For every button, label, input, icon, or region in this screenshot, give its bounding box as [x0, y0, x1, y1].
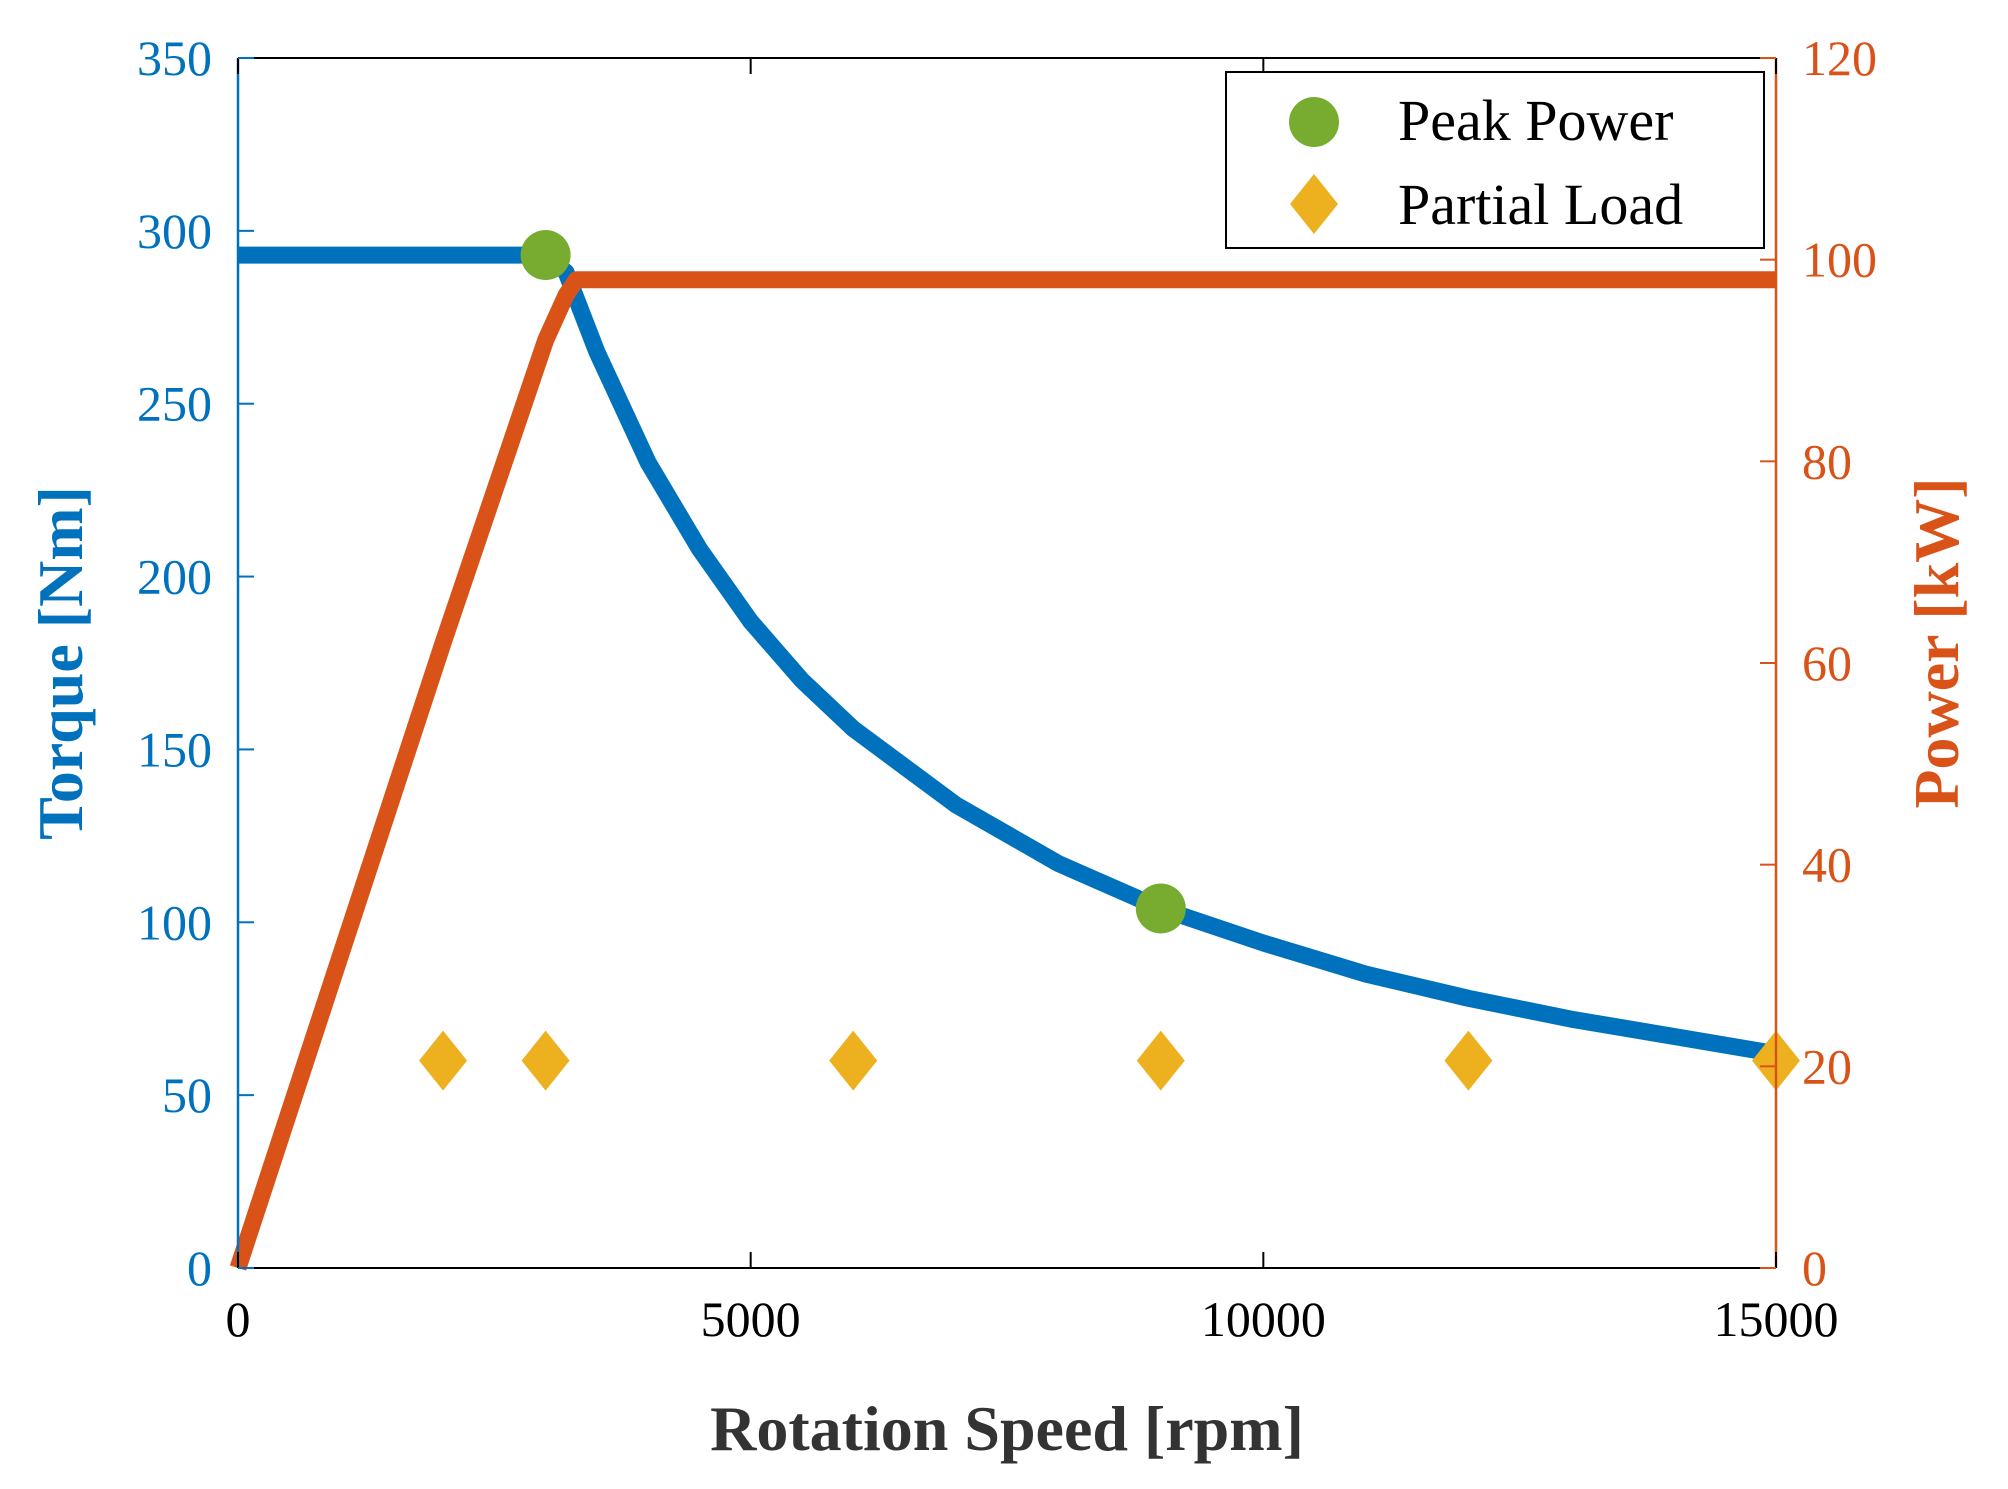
partial-load-marker	[829, 1030, 878, 1091]
x-tick-label: 5000	[701, 1291, 801, 1347]
y-left-tick-label: 250	[137, 376, 212, 432]
partial-load-marker	[1444, 1030, 1493, 1091]
y-left-tick-label: 200	[137, 549, 212, 605]
x-axis-label: Rotation Speed [rpm]	[710, 1393, 1304, 1464]
legend-label-peak-power: Peak Power	[1398, 88, 1673, 153]
x-tick-label: 0	[226, 1291, 251, 1347]
partial-load-marker	[419, 1030, 468, 1091]
y-left-tick-label: 350	[137, 30, 212, 86]
y-right-tick-label: 100	[1802, 232, 1877, 288]
x-tick-label: 15000	[1714, 1291, 1839, 1347]
x-tick-label: 10000	[1201, 1291, 1326, 1347]
legend-label-partial-load: Partial Load	[1398, 172, 1683, 237]
y-right-tick-label: 80	[1802, 433, 1852, 489]
series-layer	[229, 230, 1800, 1271]
peak-power-marker	[1135, 883, 1186, 934]
torque-line	[238, 246, 1778, 1063]
y-right-tick-label: 20	[1802, 1038, 1852, 1094]
legend-partial-load-marker	[1290, 174, 1338, 234]
axes-layer: 0 5000 10000 150000501001502002503003500204…	[137, 30, 1877, 1347]
y-right-tick-label: 40	[1802, 837, 1852, 893]
y-left-tick-label: 100	[137, 894, 212, 950]
peak-power-marker	[520, 230, 571, 281]
y-left-tick-label: 150	[137, 721, 212, 777]
y-right-tick-label: 0	[1802, 1240, 1827, 1296]
legend: Peak Power Partial Load	[1225, 71, 1765, 249]
y-axis-left-label: Torque [Nm]	[25, 486, 96, 840]
y-left-tick-label: 300	[137, 203, 212, 259]
y-left-tick-label: 0	[187, 1240, 212, 1296]
partial-load-marker	[1136, 1030, 1185, 1091]
power-line	[229, 271, 1776, 1271]
partial-load-marker	[521, 1030, 570, 1091]
y-axis-right-label: Power [kW]	[1901, 477, 1972, 808]
y-right-tick-label: 120	[1802, 30, 1877, 86]
y-right-tick-label: 60	[1802, 635, 1852, 691]
y-left-tick-label: 50	[162, 1067, 212, 1123]
legend-peak-power-marker	[1289, 97, 1339, 147]
